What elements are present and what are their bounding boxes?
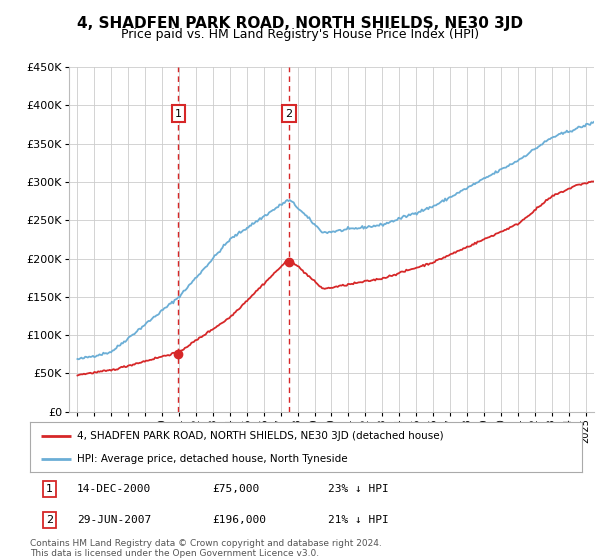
Text: 4, SHADFEN PARK ROAD, NORTH SHIELDS, NE30 3JD: 4, SHADFEN PARK ROAD, NORTH SHIELDS, NE3…	[77, 16, 523, 31]
Text: 14-DEC-2000: 14-DEC-2000	[77, 484, 151, 494]
Text: 1: 1	[175, 109, 182, 119]
Text: 23% ↓ HPI: 23% ↓ HPI	[328, 484, 389, 494]
Text: 1: 1	[46, 484, 53, 494]
Text: 2: 2	[286, 109, 293, 119]
Text: 21% ↓ HPI: 21% ↓ HPI	[328, 515, 389, 525]
Text: 4, SHADFEN PARK ROAD, NORTH SHIELDS, NE30 3JD (detached house): 4, SHADFEN PARK ROAD, NORTH SHIELDS, NE3…	[77, 431, 443, 441]
Text: 2: 2	[46, 515, 53, 525]
Text: HPI: Average price, detached house, North Tyneside: HPI: Average price, detached house, Nort…	[77, 454, 347, 464]
Text: Price paid vs. HM Land Registry's House Price Index (HPI): Price paid vs. HM Land Registry's House …	[121, 28, 479, 41]
Text: £196,000: £196,000	[212, 515, 266, 525]
Text: Contains HM Land Registry data © Crown copyright and database right 2024.
This d: Contains HM Land Registry data © Crown c…	[30, 539, 382, 558]
Text: £75,000: £75,000	[212, 484, 259, 494]
Text: 29-JUN-2007: 29-JUN-2007	[77, 515, 151, 525]
